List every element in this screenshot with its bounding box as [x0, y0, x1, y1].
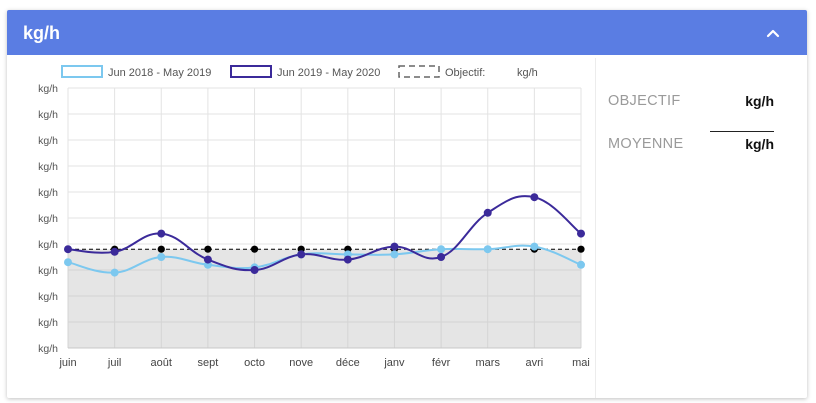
legend-label-series-1: Jun 2018 - May 2019	[108, 67, 211, 79]
point-series-1-août	[157, 253, 166, 261]
y-tick-label: kg/h	[38, 161, 58, 173]
point-series-2-nove	[297, 250, 306, 259]
y-tick-label: kg/h	[38, 239, 58, 251]
series-line-1	[67, 244, 582, 274]
point-objectif-sept	[204, 245, 212, 253]
chevron-up-icon[interactable]	[761, 22, 785, 46]
y-tick-label: kg/h	[38, 83, 58, 95]
x-tick-label: juin	[58, 357, 76, 369]
series-points	[64, 193, 585, 277]
legend: Jun 2018 - May 2019 Jun 2019 - May 2020 Ob…	[61, 65, 538, 79]
point-series-2-juil	[110, 247, 119, 256]
y-tick-label: kg/h	[38, 343, 58, 355]
point-series-2-mars	[483, 208, 492, 217]
moyenne-label: MOYENNE	[608, 136, 684, 152]
panel-divider	[595, 58, 596, 398]
legend-label-objectif-unit: kg/h	[517, 67, 538, 79]
x-tick-label: déce	[336, 357, 360, 369]
x-tick-label: nove	[289, 357, 313, 369]
y-tick-label: kg/h	[38, 291, 58, 303]
point-series-2-juin	[64, 245, 72, 254]
x-tick-label: janv	[383, 357, 405, 369]
y-tick-label: kg/h	[38, 187, 58, 199]
point-series-2-avri	[530, 193, 539, 202]
point-series-2-mai	[577, 229, 585, 238]
point-objectif-octo	[250, 245, 259, 253]
moyenne-overline	[710, 131, 774, 132]
target-fill-area	[68, 249, 581, 348]
point-series-2-févr	[437, 253, 446, 261]
point-series-1-juil	[110, 268, 119, 277]
point-series-2-octo	[250, 266, 259, 274]
x-tick-label: sept	[198, 357, 219, 369]
point-series-1-févr	[437, 245, 446, 254]
grid-overlay	[67, 249, 582, 349]
x-tick-label: juil	[107, 357, 121, 369]
chart-card: kg/h kg/h kg/h kg/h kg/h kg/h kg/h kg/h kg/h kg/…	[7, 10, 807, 398]
point-series-1-janv	[390, 250, 399, 259]
point-series-2-sept	[203, 255, 212, 264]
x-tick-label: août	[151, 357, 172, 369]
y-tick-label: kg/h	[38, 213, 58, 225]
y-tick-label: kg/h	[38, 135, 58, 147]
point-series-2-janv	[390, 242, 399, 251]
side-panel: OBJECTIF kg/h MOYENNE kg/h	[596, 58, 807, 398]
y-tick-label: kg/h	[38, 317, 58, 329]
x-tick-label: févr	[432, 357, 451, 369]
chart-area: kg/h kg/h kg/h kg/h kg/h kg/h kg/h kg/h kg/h kg/h…	[7, 58, 595, 398]
point-objectif-août	[157, 245, 165, 253]
point-series-1-mai	[577, 260, 585, 269]
x-tick-label: mars	[476, 357, 501, 369]
x-tick-label: mai	[572, 357, 590, 369]
objectif-value: kg/h	[745, 93, 774, 109]
x-tick-label: octo	[244, 357, 265, 369]
y-tick-label: kg/h	[38, 265, 58, 277]
x-tick-label: avri	[525, 357, 543, 369]
legend-label-series-2: Jun 2019 - May 2020	[277, 67, 380, 79]
point-series-1-juin	[64, 258, 72, 267]
legend-swatch-objectif	[398, 65, 440, 78]
moyenne-value: kg/h	[745, 136, 774, 152]
point-objectif-mai	[577, 245, 585, 253]
y-axis-ticks: kg/h kg/h kg/h kg/h kg/h kg/h kg/h kg/h kg/h kg/h…	[38, 83, 58, 355]
point-series-1-avri	[530, 242, 539, 251]
point-series-2-déce	[343, 255, 352, 264]
card-title: kg/h	[23, 23, 61, 43]
legend-swatch-series-2	[230, 65, 272, 78]
objectif-label: OBJECTIF	[608, 93, 681, 109]
point-series-1-mars	[483, 245, 492, 254]
legend-label-objectif: Objectif:	[445, 67, 485, 79]
point-series-2-août	[157, 229, 166, 238]
x-axis-ticks: juin juil août sept octo nove déce janv févr mars…	[58, 357, 589, 369]
line-chart: kg/h kg/h kg/h kg/h kg/h kg/h kg/h kg/h kg/h kg/h…	[38, 65, 590, 369]
card-header: kg/h	[7, 10, 807, 55]
y-tick-label: kg/h	[38, 109, 58, 121]
legend-swatch-series-1	[61, 65, 103, 78]
